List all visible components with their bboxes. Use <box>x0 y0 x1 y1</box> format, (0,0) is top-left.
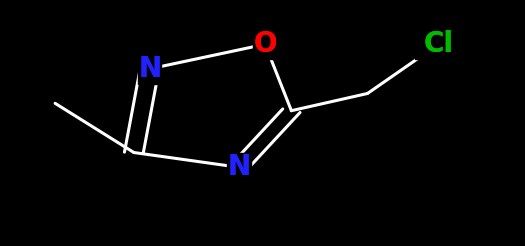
Bar <box>227 153 251 182</box>
Text: O: O <box>254 30 277 58</box>
Text: N: N <box>138 55 161 83</box>
Text: N: N <box>227 153 250 181</box>
Text: N: N <box>227 153 250 181</box>
Text: Cl: Cl <box>423 30 454 58</box>
Bar <box>253 30 277 59</box>
Text: N: N <box>138 55 161 83</box>
Text: O: O <box>254 30 277 58</box>
Text: Cl: Cl <box>423 30 454 58</box>
Bar <box>415 30 462 59</box>
Bar <box>138 54 161 84</box>
